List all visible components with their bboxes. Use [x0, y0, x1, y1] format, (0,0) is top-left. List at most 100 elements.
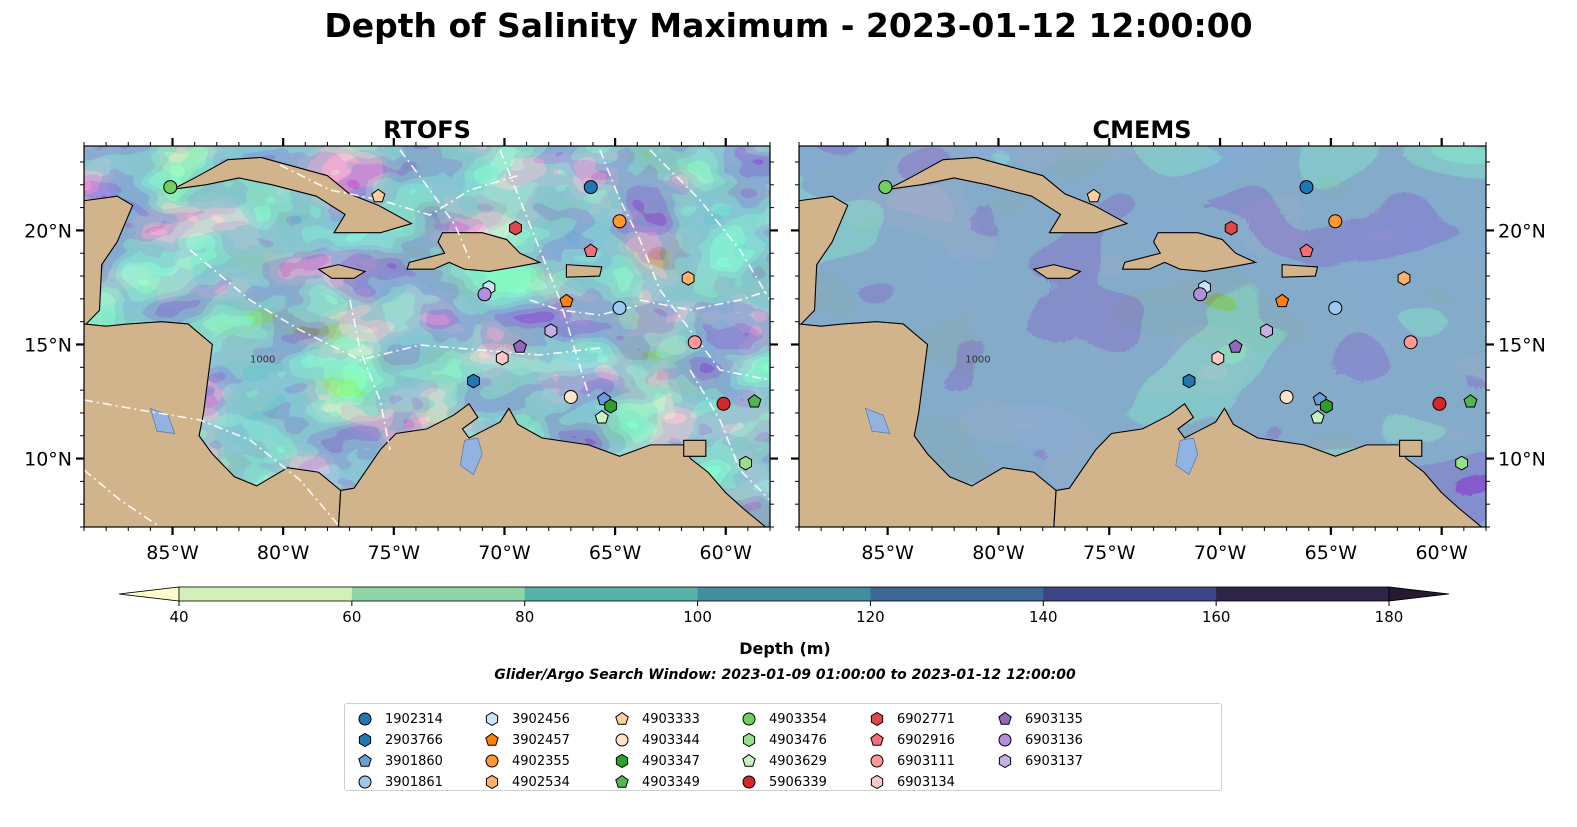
colorbar-label: Depth (m) — [739, 639, 831, 658]
float-marker-4903629[interactable] — [594, 410, 609, 424]
circle-marker-icon — [870, 754, 884, 768]
lon-tick-label: 60°W — [700, 542, 753, 564]
float-marker-2903766[interactable] — [1182, 373, 1196, 389]
hexagon-marker-icon — [870, 774, 884, 790]
pentagon-marker-icon — [615, 774, 629, 788]
land-puerto-rico — [1281, 264, 1319, 278]
circle-marker-icon — [742, 712, 756, 726]
land-mexico-yucatan — [84, 146, 134, 328]
float-marker-5906339[interactable] — [1432, 396, 1447, 411]
float-marker-6903137[interactable] — [544, 323, 558, 339]
colorbar-tick-label: 60 — [342, 608, 361, 626]
legend-label: 6902771 — [897, 711, 955, 727]
land-cuba — [887, 156, 1129, 234]
circle-marker-icon — [485, 754, 499, 768]
float-marker-6903136[interactable] — [1193, 287, 1208, 302]
legend-item-6902916: 6902916 — [869, 730, 955, 750]
float-marker-5906339[interactable] — [716, 396, 731, 411]
float-marker-6903134[interactable] — [1211, 350, 1225, 366]
float-marker-4903347[interactable] — [604, 398, 618, 414]
float-marker-4903347[interactable] — [1320, 398, 1333, 414]
lon-tick-label: 60°W — [1415, 542, 1468, 564]
pentagon-marker-icon — [485, 732, 499, 746]
legend-label: 1902314 — [385, 711, 443, 727]
land-puerto-rico — [565, 264, 603, 278]
figure-title: Depth of Salinity Maximum - 2023-01-12 1… — [324, 6, 1253, 45]
float-marker-6903137[interactable] — [1260, 323, 1273, 339]
hexagon-marker-icon — [358, 732, 372, 748]
map-panel-cmems[interactable]: 1000 — [799, 146, 1486, 527]
land-cmems: 1000 — [799, 146, 1483, 527]
land-trinidad — [1399, 439, 1423, 457]
float-marker-6903135[interactable] — [1228, 339, 1243, 353]
float-marker-4903629[interactable] — [1310, 410, 1325, 424]
float-marker-4902534[interactable] — [681, 270, 695, 286]
float-marker-4902355[interactable] — [612, 214, 627, 229]
legend-label: 3902456 — [512, 711, 570, 727]
lake-maracaibo — [459, 437, 483, 475]
land-hispaniola — [1121, 232, 1258, 273]
colorbar-bin — [179, 587, 353, 601]
lat-tick-label: 20°N — [1498, 220, 1546, 242]
float-marker-4902355[interactable] — [1328, 214, 1343, 229]
lat-tick-label: 15°N — [1498, 334, 1546, 356]
pentagon-marker-icon — [358, 753, 372, 767]
lon-tick-label: 75°W — [368, 542, 421, 564]
float-marker-4903354[interactable] — [878, 180, 893, 195]
float-marker-4903349[interactable] — [1463, 394, 1478, 408]
float-marker-4902534[interactable] — [1397, 270, 1411, 286]
float-marker-4903333[interactable] — [371, 188, 386, 203]
colorbar-tick-label: 40 — [169, 608, 188, 626]
float-marker-3902457[interactable] — [1275, 293, 1290, 308]
circle-marker-icon — [358, 775, 372, 789]
float-marker-4903344[interactable] — [1279, 389, 1294, 404]
float-marker-6903111[interactable] — [1403, 335, 1418, 350]
colorbar-tick-label: 140 — [1029, 608, 1058, 626]
legend-item-3902457: 3902457 — [484, 730, 570, 750]
colorbar-bin — [1216, 587, 1390, 601]
panel-title-cmems: CMEMS — [1092, 116, 1191, 144]
float-marker-6902771[interactable] — [1224, 220, 1238, 236]
legend-label: 4903344 — [642, 732, 700, 748]
lon-tick-label: 70°W — [1194, 542, 1247, 564]
panel-title-rtofs: RTOFS — [383, 116, 471, 144]
legend-label: 4902534 — [512, 774, 570, 790]
colorbar-extend-high — [1388, 586, 1450, 602]
float-marker-4903476[interactable] — [739, 455, 753, 471]
float-marker-6903134[interactable] — [495, 350, 509, 366]
land-jamaica — [1032, 264, 1082, 279]
legend-label: 6903135 — [1025, 711, 1083, 727]
float-marker-6903136[interactable] — [477, 287, 492, 302]
float-marker-4903476[interactable] — [1455, 455, 1469, 471]
float-marker-6902916[interactable] — [583, 243, 598, 257]
float-marker-6902916[interactable] — [1299, 243, 1314, 257]
float-marker-6903135[interactable] — [512, 339, 527, 353]
panel-frame-cmems — [798, 145, 1487, 528]
float-marker-4903349[interactable] — [747, 394, 762, 408]
float-marker-6903111[interactable] — [687, 335, 702, 350]
float-marker-4903354[interactable] — [163, 180, 178, 195]
legend-item-2903766: 2903766 — [357, 730, 443, 750]
land-cuba — [172, 156, 413, 234]
float-marker-1902314[interactable] — [583, 180, 598, 195]
float-marker-2903766[interactable] — [467, 373, 480, 389]
float-marker-3901861[interactable] — [612, 300, 627, 315]
legend-item-6903137: 6903137 — [997, 751, 1083, 771]
colorbar-frame — [178, 586, 1390, 602]
map-panel-rtofs[interactable]: 1000 — [84, 146, 770, 527]
float-marker-3901861[interactable] — [1328, 300, 1343, 315]
hexagon-marker-icon — [485, 774, 499, 790]
float-marker-3902457[interactable] — [559, 293, 574, 308]
float-marker-6902771[interactable] — [509, 220, 522, 236]
lon-tick-label: 85°W — [146, 542, 199, 564]
colorbar: 40 60 80 100 120 140 160 180 — [118, 586, 1450, 626]
legend-item-6903135: 6903135 — [997, 709, 1083, 729]
colorbar-bin — [870, 587, 1044, 601]
float-marker-1902314[interactable] — [1299, 180, 1314, 195]
land-mexico-yucatan — [799, 146, 849, 328]
legend-label: 4903347 — [642, 753, 700, 769]
legend-label: 4903476 — [769, 732, 827, 748]
lat-tick-label: 10°N — [1498, 449, 1546, 471]
float-marker-4903333[interactable] — [1086, 188, 1101, 203]
float-marker-4903344[interactable] — [563, 389, 578, 404]
